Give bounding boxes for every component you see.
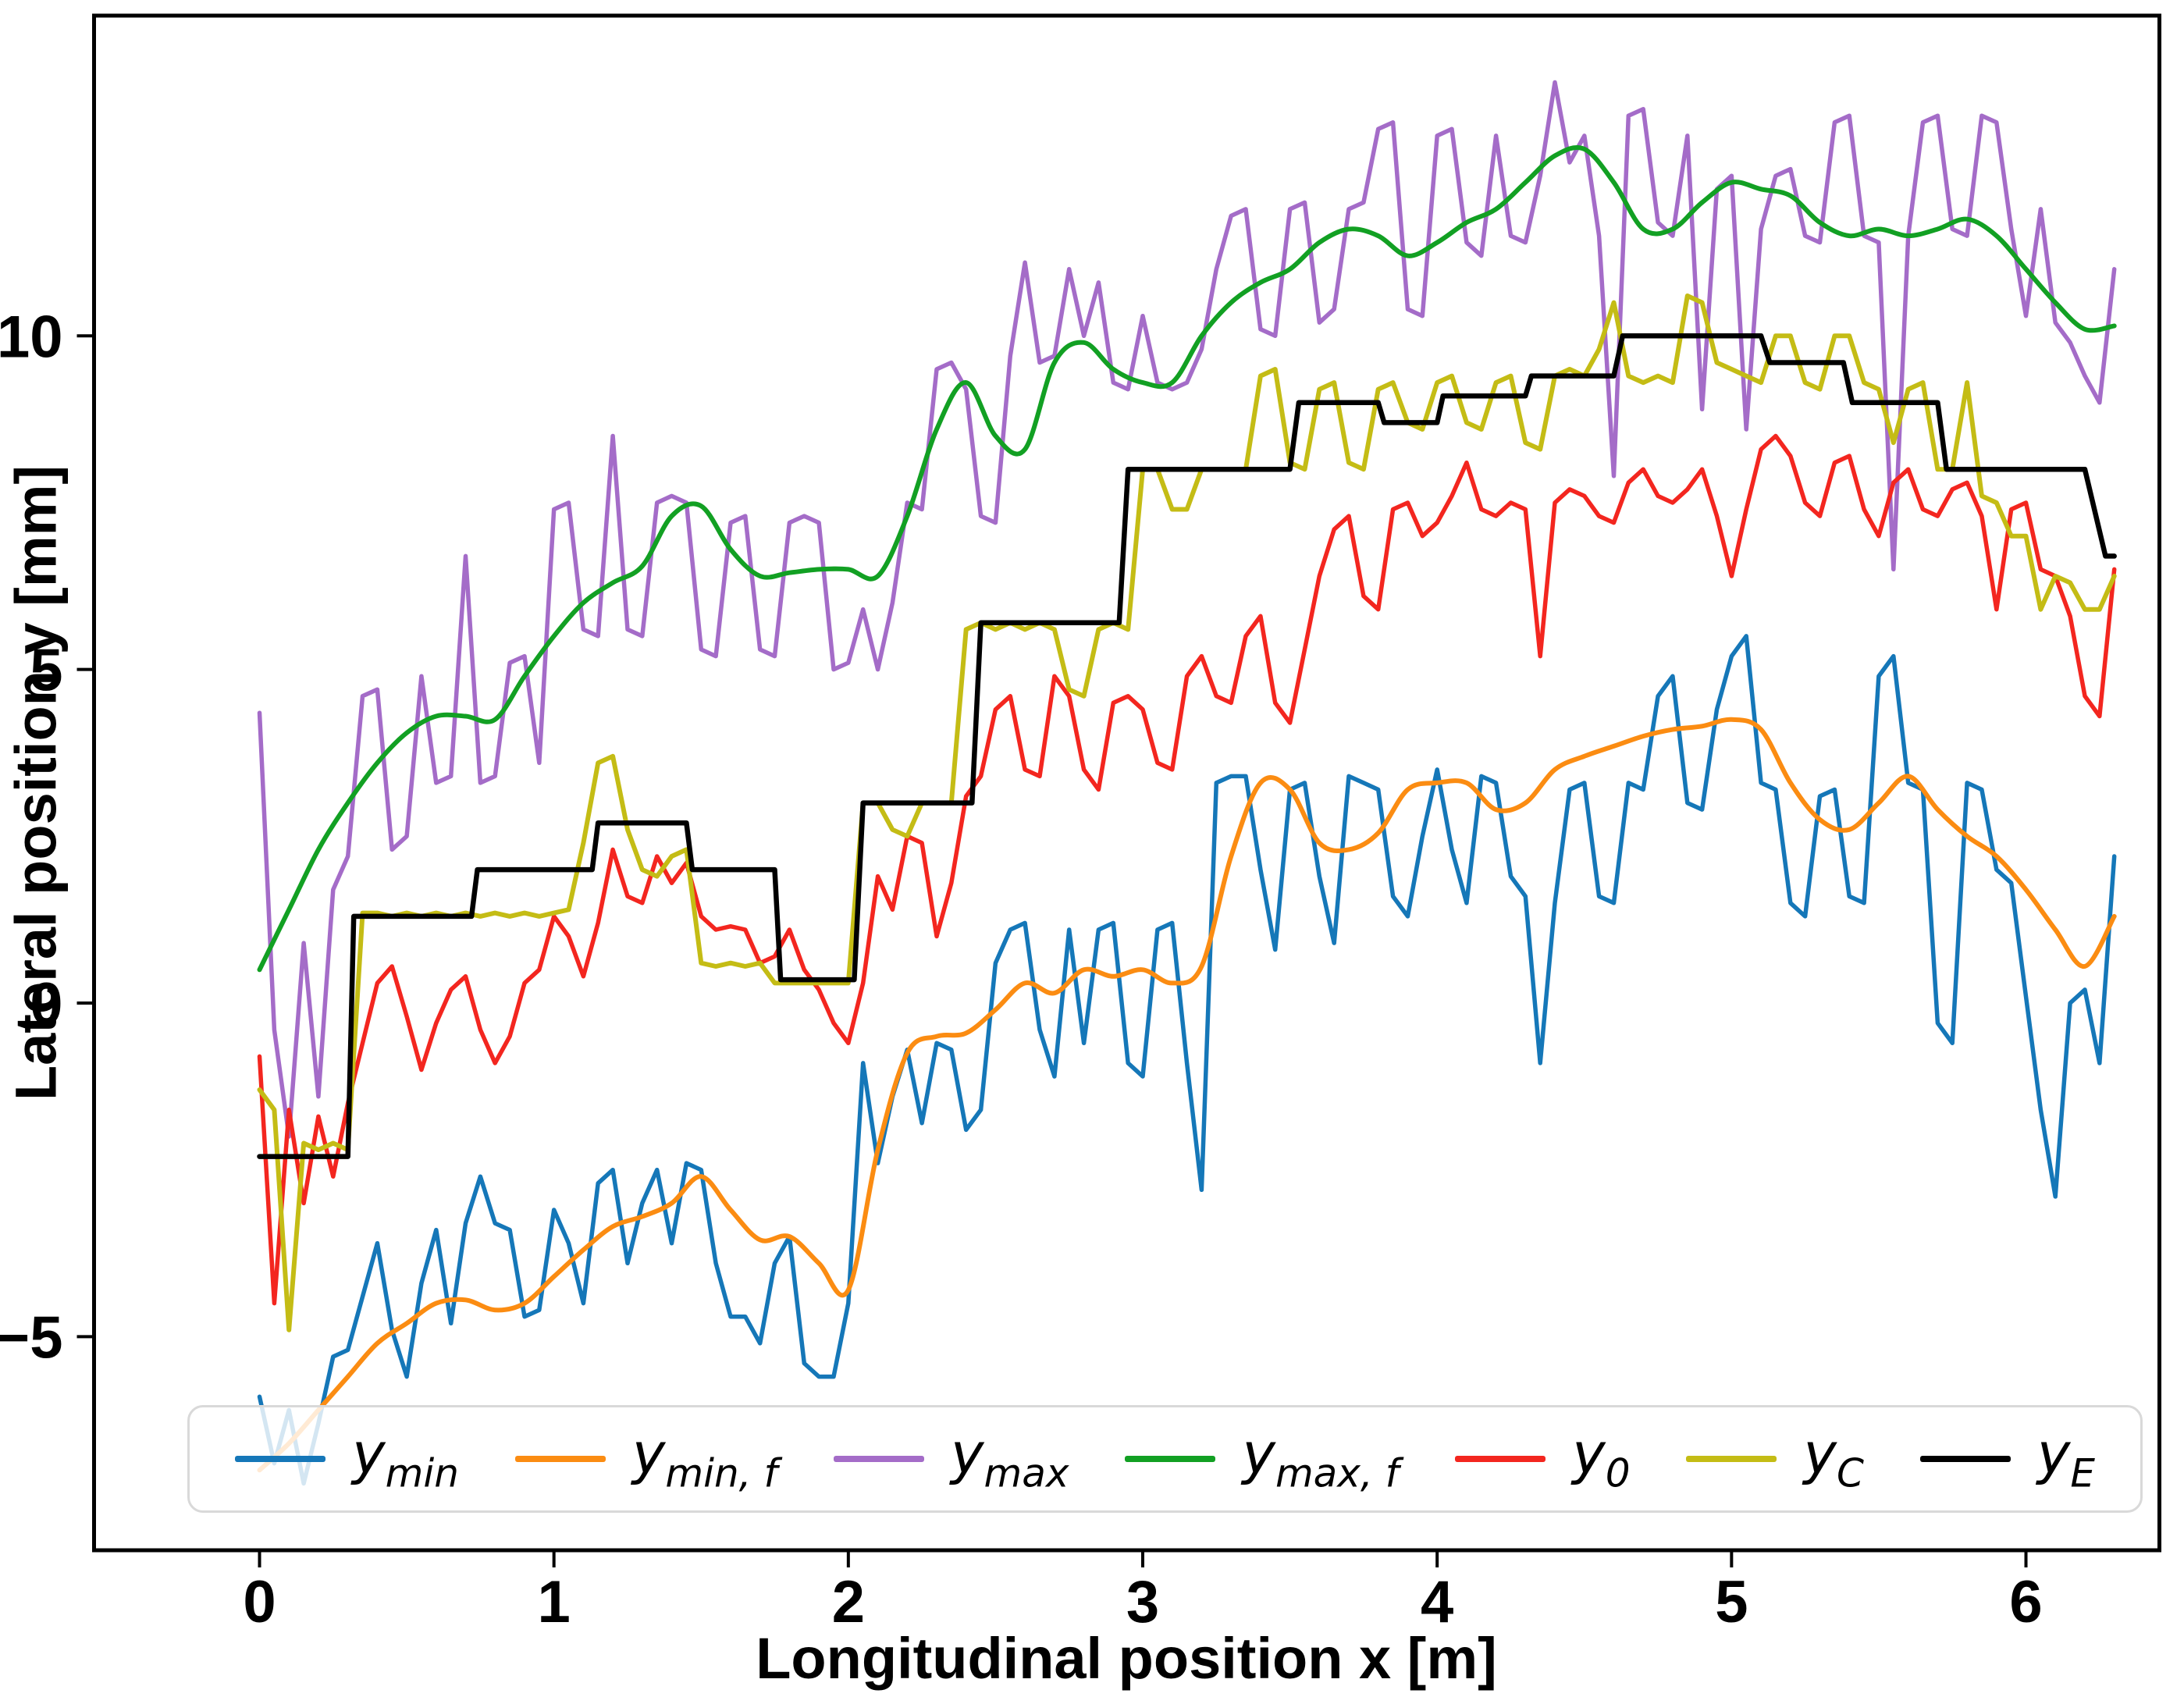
y-tick-label: 10 xyxy=(0,304,63,370)
series-y-0 xyxy=(257,433,2117,1306)
legend-label-y-min: ymin xyxy=(352,1420,459,1496)
legend-swatch-y-max-f xyxy=(1125,1456,1216,1462)
series-y-max xyxy=(257,80,2117,1139)
legend-item-y-E: yE xyxy=(1919,1420,2095,1496)
series-y-min xyxy=(257,634,2117,1486)
legend-swatch-y-0 xyxy=(1455,1456,1546,1462)
legend-item-y-max-f: ymax, f xyxy=(1125,1420,1400,1496)
series-layer xyxy=(257,80,2117,1486)
legend-label-y-C: yC xyxy=(1803,1420,1864,1496)
legend-item-y-max: ymax xyxy=(833,1420,1069,1496)
legend-swatch-y-max xyxy=(833,1456,924,1462)
plot-frame xyxy=(92,13,2161,1553)
legend-label-y-max: ymax xyxy=(950,1420,1069,1496)
y-tick-label: 5 xyxy=(30,638,62,704)
legend-swatch-y-min xyxy=(235,1456,325,1462)
legend-swatch-y-min-f xyxy=(514,1456,606,1462)
y-tick-label: −5 xyxy=(0,1304,63,1371)
x-tick-label: 1 xyxy=(538,1569,571,1635)
legend-item-y-0: y0 xyxy=(1455,1420,1631,1496)
legend-label-y-min-f: ymin, f xyxy=(631,1420,778,1496)
legend-item-y-C: yC xyxy=(1686,1420,1864,1496)
legend: ymin ymin, f ymax ymax, f y0 yC yE xyxy=(187,1405,2143,1513)
x-tick-label: 2 xyxy=(832,1569,865,1635)
legend-label-y-max-f: ymax, f xyxy=(1242,1420,1400,1496)
series-y-E xyxy=(257,333,2117,1159)
legend-item-y-min-f: ymin, f xyxy=(514,1420,778,1496)
x-tick-label: 0 xyxy=(243,1569,276,1635)
axis-ticks xyxy=(76,334,2028,1567)
legend-swatch-y-C xyxy=(1686,1456,1777,1462)
axis-tick-labels: 0 1 2 3 4 5 6 −5 0 5 10 xyxy=(0,304,2043,1635)
x-axis-title: Longitudinal position x [m] xyxy=(756,1626,1497,1691)
series-y-max-f xyxy=(257,144,2117,973)
legend-swatch-y-E xyxy=(1919,1456,2011,1462)
x-tick-label: 3 xyxy=(1126,1569,1159,1635)
series-y-C xyxy=(257,294,2117,1332)
legend-label-y-0: y0 xyxy=(1572,1420,1631,1496)
series-y-min-f xyxy=(257,717,2117,1473)
x-tick-label: 4 xyxy=(1421,1569,1453,1635)
y-axis-title: Lateral position y [mm] xyxy=(3,464,69,1101)
x-tick-label: 5 xyxy=(1715,1569,1748,1635)
x-tick-label: 6 xyxy=(2009,1569,2042,1635)
legend-item-y-min: ymin xyxy=(235,1420,459,1496)
y-tick-label: 0 xyxy=(30,971,62,1037)
legend-label-y-E: yE xyxy=(2036,1420,2095,1496)
